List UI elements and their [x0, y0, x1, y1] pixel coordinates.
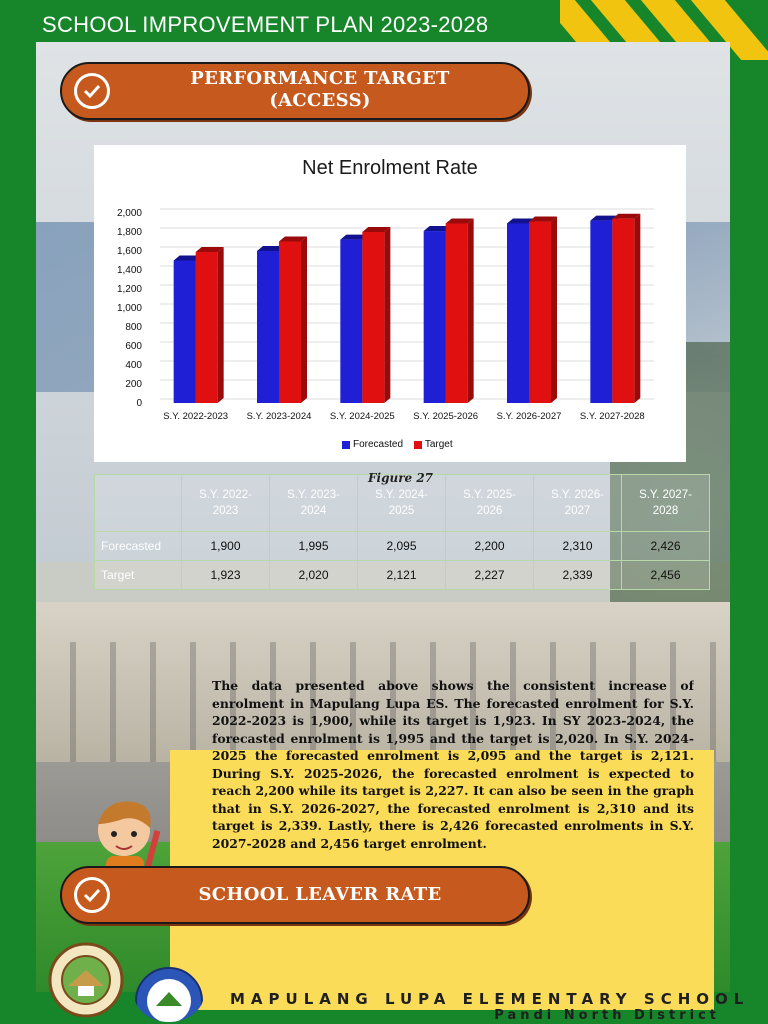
bar-top: [340, 234, 369, 240]
table-header-cell: S.Y. 2027- 2028: [621, 474, 710, 532]
table-cell: 2,095: [357, 531, 446, 561]
table-cell: 2,339: [533, 560, 622, 590]
bar-target: [195, 251, 218, 403]
legend-label-forecasted: Forecasted: [353, 439, 404, 450]
bar-top: [173, 255, 202, 261]
table-header-cell: S.Y. 2024- 2025: [357, 474, 446, 532]
footer-school-name: MAPULANG LUPA ELEMENTARY SCHOOL: [230, 990, 750, 1008]
bar-side: [217, 246, 224, 403]
table-row: Target 1,923 2,020 2,121 2,227 2,339 2,4…: [94, 560, 710, 590]
x-tick-label: S.Y. 2024-2025: [330, 411, 395, 422]
performance-target-banner: PERFORMANCE TARGET (ACCESS): [60, 62, 530, 120]
enrolment-table: S.Y. 2022- 2023 S.Y. 2023- 2024 S.Y. 2024-…: [94, 474, 710, 590]
bar-forecasted: [590, 220, 613, 403]
x-tick-label: S.Y. 2027-2028: [580, 411, 645, 422]
bar-side: [301, 236, 307, 403]
table-header-row: S.Y. 2022- 2023 S.Y. 2023- 2024 S.Y. 2024-…: [94, 474, 710, 532]
y-tick-label: 1,200: [117, 284, 142, 295]
banner-title-line2: (ACCESS): [269, 90, 371, 111]
body-paragraph: The data presented above shows the consi…: [212, 678, 694, 851]
table-row-label: Forecasted: [94, 531, 182, 561]
table-header-cell: [94, 474, 182, 532]
bar-top: [507, 218, 535, 224]
table-cell: 1,923: [181, 560, 270, 590]
y-tick-label: 200: [125, 379, 142, 390]
bar-top: [257, 246, 285, 251]
bar-target: [529, 221, 551, 403]
bar-top: [362, 227, 391, 232]
checkmark-icon: [74, 73, 110, 109]
y-tick-label: 1,400: [117, 265, 142, 276]
y-tick-label: 600: [125, 341, 142, 352]
checkmark-icon: [74, 877, 110, 913]
footer: MAPULANG LUPA ELEMENTARY SCHOOL Pandi No…: [230, 990, 750, 1023]
table-header-cell: S.Y. 2025- 2026: [445, 474, 534, 532]
table-header-cell: S.Y. 2022- 2023: [181, 474, 270, 532]
legend-swatch-forecasted: [342, 440, 350, 449]
y-tick-label: 400: [125, 360, 142, 371]
y-tick-label: 1,000: [117, 303, 142, 314]
chart-legend: Forecasted Target: [334, 439, 453, 450]
table-cell: 2,121: [357, 560, 446, 590]
bar-top: [279, 236, 307, 242]
bar-forecasted: [423, 231, 446, 403]
table-cell: 2,310: [533, 531, 622, 561]
net-enrolment-chart: Net Enrolment Rate 0 200 400 600 800 1,000 1,2…: [94, 145, 686, 462]
table-cell: 2,200: [445, 531, 534, 561]
table-cell: 2,227: [445, 560, 534, 590]
table-cell: 2,456: [621, 560, 710, 590]
school-seal-logo: [135, 967, 203, 1022]
bar-target: [279, 241, 301, 403]
y-tick-label: 800: [125, 322, 142, 333]
footer-district-name: Pandi North District: [494, 1008, 720, 1023]
bar-top: [612, 213, 641, 219]
bar-side: [467, 218, 474, 403]
chart-title: Net Enrolment Rate: [302, 157, 478, 179]
x-tick-label: S.Y. 2025-2026: [413, 411, 478, 422]
bar-top: [590, 215, 619, 221]
bar-top: [423, 226, 452, 232]
table-row-label: Target: [94, 560, 182, 590]
legend-label-target: Target: [424, 439, 453, 450]
bar-top: [445, 218, 474, 224]
bar-forecasted: [173, 260, 196, 403]
table-cell: 1,995: [269, 531, 358, 561]
bar-forecasted: [507, 223, 529, 403]
table-row: Forecasted 1,900 1,995 2,095 2,200 2,310…: [94, 531, 710, 561]
legend-swatch-target: [413, 440, 422, 449]
figure-caption: Figure 27: [368, 471, 434, 485]
x-tick-label: S.Y. 2023-2024: [247, 411, 312, 422]
page-title: SCHOOL IMPROVEMENT PLAN 2023-2028: [42, 12, 489, 37]
y-tick-label: 0: [136, 398, 142, 409]
bar-side: [551, 216, 557, 403]
x-tick-label: S.Y. 2026-2027: [497, 411, 562, 422]
bar-top: [529, 216, 557, 222]
bar-target: [445, 223, 468, 403]
y-tick-label: 2,000: [117, 208, 142, 219]
y-tick-label: 1,600: [117, 246, 142, 257]
chart-plot: 0 200 400 600 800 1,000 1,200 1,400 1,600 1,800 2,…: [117, 208, 654, 422]
bar-side: [384, 227, 391, 403]
table-cell: 1,900: [181, 531, 270, 561]
y-tick-label: 1,800: [117, 227, 142, 238]
table-header-cell: S.Y. 2026- 2027: [533, 474, 622, 532]
bar-top: [195, 246, 224, 252]
district-seal-logo: [48, 942, 124, 1018]
bar-target: [612, 218, 635, 403]
bar-forecasted: [257, 251, 279, 403]
banner-title: SCHOOL LEAVER RATE: [198, 884, 442, 905]
school-leaver-rate-banner: SCHOOL LEAVER RATE: [60, 866, 530, 924]
bar-side: [634, 213, 641, 403]
table-cell: 2,426: [621, 531, 710, 561]
bar-forecasted: [340, 239, 363, 403]
bar-target: [362, 232, 385, 403]
table-cell: 2,020: [269, 560, 358, 590]
table-header-cell: S.Y. 2023- 2024: [269, 474, 358, 532]
banner-title-line1: PERFORMANCE TARGET: [190, 68, 450, 89]
x-tick-label: S.Y. 2022-2023: [163, 411, 228, 422]
